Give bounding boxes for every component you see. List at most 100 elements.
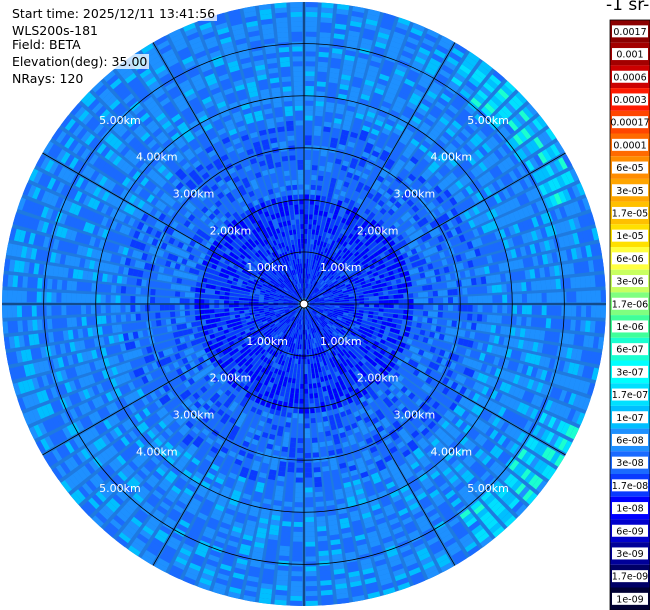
ppi-cell [544,225,553,238]
ppi-cell [336,422,344,429]
ppi-cell [535,214,544,226]
ppi-cell [473,179,483,190]
ppi-cell [315,96,325,102]
ppi-cell [354,148,362,156]
ppi-cell [304,189,310,195]
ppi-cell [357,367,364,374]
ppi-cell [296,318,300,324]
ppi-cell [91,494,104,506]
ppi-cell [462,173,472,184]
ppi-cell [411,483,422,493]
ppi-cell [382,317,388,322]
ppi-cell [304,344,307,350]
ppi-cell [224,389,232,397]
ppi-cell [367,341,374,348]
ppi-cell [257,522,268,529]
ppi-cell [503,201,512,212]
ppi-cell [100,381,109,392]
ppi-cell [286,346,290,352]
ppi-cell [461,242,469,251]
ppi-cell [307,334,310,340]
ppi-cell [280,320,285,325]
ppi-cell [518,109,530,122]
ppi-cell [191,383,200,391]
ppi-cell [118,532,131,544]
ppi-cell [338,390,344,397]
ppi-cell [338,232,344,239]
ppi-cell [281,386,286,392]
ppi-cell [300,309,303,315]
ppi-cell [248,570,260,578]
ppi-cell [551,418,562,431]
ppi-cell [297,324,300,330]
ppi-cell [312,160,319,166]
ppi-cell [418,473,429,483]
ppi-cell [354,534,366,542]
ppi-cell [245,381,252,388]
ppi-cell [424,168,434,177]
ppi-cell [75,420,85,432]
ppi-cell [286,412,292,418]
ppi-cell [329,334,335,340]
ppi-cell [548,238,556,250]
ppi-cell [261,343,267,349]
ppi-cell [305,16,318,23]
ppi-cell [470,322,477,331]
ppi-cell [350,373,357,380]
ppi-cell [310,189,316,195]
ppi-cell [433,304,439,311]
ppi-cell [365,279,371,284]
ppi-cell [519,246,527,257]
ppi-cell [575,349,583,361]
ppi-cell [389,558,402,568]
ppi-cell [48,433,59,447]
ppi-cell [122,483,134,495]
ppi-cell [318,56,329,63]
ppi-cell [364,300,370,304]
ppi-cell [327,363,333,370]
ppi-cell [462,339,469,347]
ppi-cell [184,538,196,548]
ppi-cell [288,326,293,332]
ppi-cell [315,270,319,276]
ppi-cell [485,155,496,166]
ppi-cell [424,241,431,249]
ppi-cell [298,408,304,414]
ppi-cell [427,132,438,142]
ppi-cell [432,455,443,466]
ppi-cell [421,374,429,382]
ppi-cell [325,331,330,337]
ppi-cell [541,149,552,162]
ppi-cell [381,149,390,158]
ppi-cell [436,120,447,130]
ppi-cell [576,412,586,426]
ppi-cell [44,435,55,449]
ppi-cell [480,323,487,332]
ppi-cell [217,341,224,347]
ppi-cell [507,119,519,132]
ppi-cell [281,314,287,318]
ppi-cell [324,365,329,371]
ppi-cell [338,88,349,96]
ppi-cell [309,304,315,306]
ppi-cell [346,171,354,179]
ppi-cell [343,269,349,275]
ppi-cell [308,319,311,325]
ppi-cell [332,313,338,317]
ppi-cell [277,324,283,330]
ppi-cell [353,190,360,198]
ppi-cell [415,515,427,525]
ppi-cell [276,430,283,437]
ppi-cell [380,68,392,77]
ppi-cell [92,440,103,452]
ppi-cell [371,319,378,323]
ppi-cell [260,436,268,443]
ppi-cell [319,329,324,335]
ppi-cell [336,498,346,505]
ppi-cell [381,267,388,274]
ppi-cell [483,245,491,255]
ppi-cell [374,223,382,230]
ppi-cell [496,315,503,324]
ppi-cell [344,54,355,62]
ppi-cell [497,191,507,202]
